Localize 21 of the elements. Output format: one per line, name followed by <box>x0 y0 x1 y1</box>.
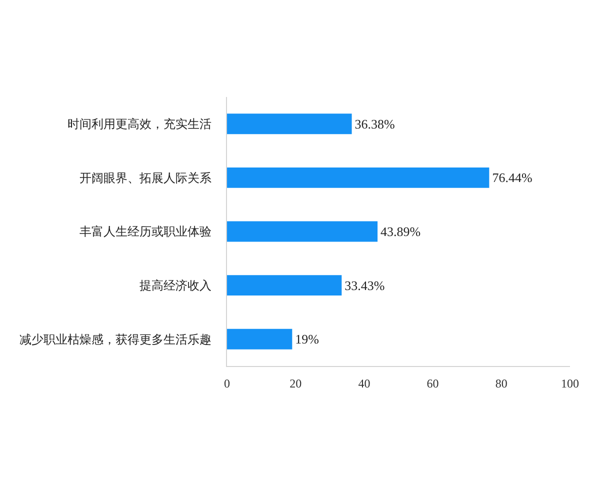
x-tick-label: 20 <box>290 376 302 390</box>
data-label: 36.38% <box>354 116 396 132</box>
x-tick-label: 80 <box>495 376 508 390</box>
data-label: 33.43% <box>344 278 385 293</box>
bar <box>227 275 342 296</box>
bar <box>227 114 352 134</box>
data-label: 19% <box>295 332 320 347</box>
y-tick-label: 提高经济收入 <box>140 278 212 292</box>
data-label: 76.44% <box>492 170 532 186</box>
y-tick-label: 丰富人生经历或职业体验 <box>80 224 212 239</box>
x-tick-label: 60 <box>426 376 439 390</box>
x-tick-label: 100 <box>561 376 579 390</box>
bar <box>227 328 292 350</box>
y-tick-label: 减少职业枯燥感，获得更多生活乐趣 <box>20 332 212 346</box>
x-tick-label: 0 <box>224 376 230 390</box>
x-tick-label: 40 <box>358 376 370 390</box>
bar <box>227 221 378 242</box>
bar <box>227 167 490 188</box>
y-tick-label: 时间利用更高效，充实生活 <box>68 117 212 132</box>
data-label: 43.89% <box>380 224 421 239</box>
y-tick-label: 开阔眼界、拓展人际关系 <box>80 170 212 185</box>
